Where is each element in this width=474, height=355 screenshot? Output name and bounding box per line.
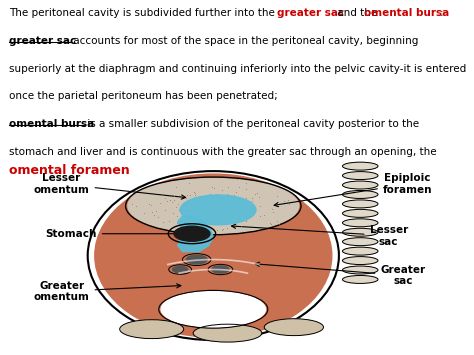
Circle shape: [174, 226, 210, 241]
Text: Lesser
sac: Lesser sac: [231, 224, 408, 246]
Ellipse shape: [343, 219, 377, 226]
Circle shape: [186, 255, 207, 264]
Ellipse shape: [343, 257, 377, 264]
Ellipse shape: [121, 320, 182, 338]
Ellipse shape: [343, 247, 377, 255]
Ellipse shape: [343, 209, 377, 217]
Text: Stomach: Stomach: [46, 229, 188, 239]
Text: once the parietal peritoneum has been penetrated;: once the parietal peritoneum has been pe…: [9, 92, 278, 102]
Ellipse shape: [180, 195, 256, 225]
Ellipse shape: [343, 276, 377, 283]
Ellipse shape: [161, 291, 265, 327]
Polygon shape: [178, 216, 213, 252]
Text: is a smaller subdivision of the peritoneal cavity posterior to the: is a smaller subdivision of the peritone…: [84, 119, 419, 129]
Ellipse shape: [343, 200, 377, 208]
Text: stomach and liver and is continuous with the greater sac through an opening, the: stomach and liver and is continuous with…: [9, 147, 437, 157]
Text: The peritoneal cavity is subdivided further into the: The peritoneal cavity is subdivided furt…: [9, 8, 279, 18]
Text: superiorly at the diaphragm and continuing inferiorly into the pelvic cavity-it : superiorly at the diaphragm and continui…: [9, 64, 467, 74]
Text: omental bursa: omental bursa: [364, 8, 449, 18]
Ellipse shape: [343, 266, 377, 274]
Text: Greater
omentum: Greater omentum: [34, 280, 181, 302]
Ellipse shape: [343, 238, 377, 245]
Ellipse shape: [343, 191, 377, 198]
Circle shape: [212, 266, 229, 273]
Ellipse shape: [95, 174, 332, 337]
Ellipse shape: [343, 181, 377, 189]
Text: greater sac: greater sac: [277, 8, 345, 18]
Ellipse shape: [194, 325, 261, 342]
Text: accounts for most of the space in the peritoneal cavity, beginning: accounts for most of the space in the pe…: [70, 36, 419, 46]
Text: Lesser
omentum: Lesser omentum: [34, 173, 186, 199]
Text: omental bursa: omental bursa: [9, 119, 95, 129]
Text: Epiploic
foramen: Epiploic foramen: [274, 173, 432, 207]
Ellipse shape: [343, 229, 377, 236]
Text: omental foramen: omental foramen: [9, 164, 130, 177]
Text: :: :: [440, 8, 444, 18]
Circle shape: [173, 266, 188, 273]
Ellipse shape: [343, 162, 377, 170]
Text: and the: and the: [334, 8, 381, 18]
Ellipse shape: [343, 172, 377, 179]
Text: greater sac: greater sac: [9, 36, 77, 46]
Ellipse shape: [128, 178, 299, 234]
Text: Greater
sac: Greater sac: [255, 262, 426, 286]
Ellipse shape: [265, 319, 322, 335]
